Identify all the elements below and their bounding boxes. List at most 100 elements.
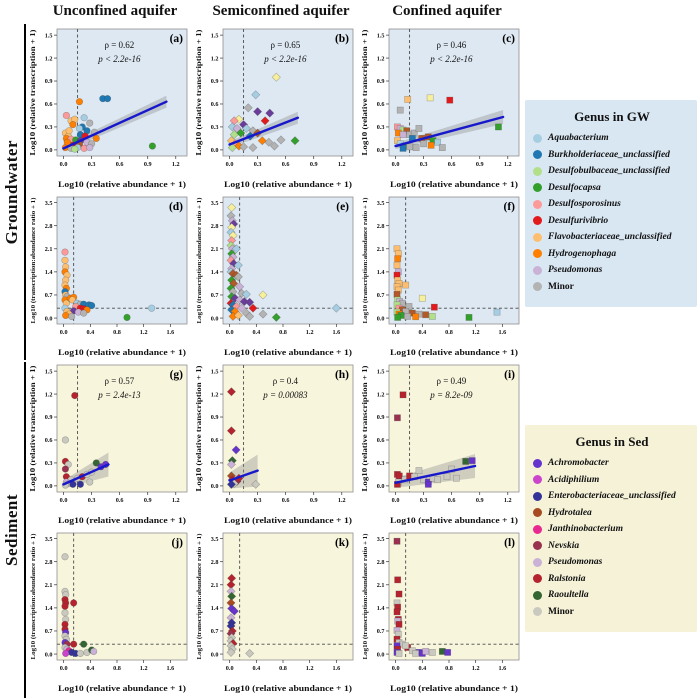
panel-cell-l: 0.0 0.4 0.8 1.2 1.6 0.0 0.7 1.4 2.1 2.8 3.5 Log10 (… [358,528,524,696]
x-tick-label: 0.4 [86,329,94,336]
panel-cell-e: 0.0 0.4 0.8 1.2 1.6 0.0 0.7 1.4 2.1 2.8 3.5 Log10 (… [192,192,358,360]
plot-background [56,532,188,661]
x-tick-label: 0.6 [116,161,124,168]
legend-item: Acidiphilium [533,472,691,489]
data-point [61,436,70,444]
data-point [237,303,247,313]
stat-pvalue: p < 2.2e-16 [263,54,307,64]
data-point [227,236,237,246]
x-tick-label: 0.3 [88,497,96,504]
regression-line [394,464,477,485]
x-axis-label: Log10 (relative abundance + 1) [58,683,186,693]
data-point [248,303,258,313]
legend-color-dot [533,133,542,143]
panel-letter: (e) [336,201,349,213]
legend-item-label: Pseudomonas [548,557,603,567]
y-tick-label: 3.5 [45,536,53,543]
panel-letter: (a) [170,33,184,45]
x-tick-label: 0.8 [279,665,287,672]
data-point [422,311,430,319]
legend-item-label: Desulfocapsa [548,182,601,193]
panel-b-chart: 0.0 0.3 0.6 0.9 1.2 0.0 0.3 0.6 0.9 1.2 1.5 Log10 (… [195,28,354,189]
x-tick-label: 0.6 [282,497,290,504]
x-axis-label: Log10 (relative abundance + 1) [390,347,518,357]
legend-item-label: Hydrogenophaga [548,248,617,259]
data-point [428,313,436,320]
y-tick-label: 0.0 [211,483,219,490]
data-point [418,294,426,302]
data-point [264,137,274,147]
legend-item: Achromobacter [533,455,691,472]
legend-item: Pseudomonas [533,554,691,571]
y-tick-label: 0.6 [377,437,385,444]
legend-item-label: Acidiphilium [548,474,600,485]
x-tick-label: 0.4 [86,665,94,672]
x-tick-label: 0.4 [252,665,260,672]
legend-item-label: Nevskia [548,540,580,551]
legend-item: Nevskia [533,538,691,555]
legend-item-label: Ralstonia [548,573,586,584]
y-tick-label: 2.1 [211,246,219,253]
data-point [438,144,446,151]
y-tick-label: 2.1 [377,246,385,253]
y-tick-label: 1.2 [377,391,385,398]
data-point [80,309,88,317]
x-tick-label: 1.6 [166,665,174,672]
data-point [269,141,279,151]
legend-item-label: Raoultella [548,590,589,600]
data-point [241,123,251,133]
y-tick-label: 1.2 [45,55,53,62]
legend-item-label: Janthinobacterium [548,524,623,534]
data-point [465,314,473,321]
y-tick-label: 3.5 [377,200,385,207]
panel-k-chart: 0.0 0.4 0.8 1.2 1.6 0.0 0.7 1.4 2.1 2.8 3.5 Log10 (… [196,532,354,693]
legend-item: Ralstonia [533,571,691,588]
data-point [241,289,251,299]
data-point [239,142,249,152]
legend-item: Desulfobulbaceae_unclassified [533,163,691,180]
x-tick-label: 0.0 [60,161,68,168]
y-tick-label: 0.9 [377,414,385,421]
legend-color-dot [533,524,542,534]
x-tick-label: 0.3 [88,161,96,168]
y-axis-label: Log10 (relative transcription + 1) [361,365,369,492]
y-tick-label: 3.5 [211,536,219,543]
column-header-semiconfined: Semiconfined aquifer [212,3,350,19]
panel-letter: (l) [504,537,515,549]
data-point [495,123,502,131]
data-point [406,143,413,151]
y-tick-label: 1.4 [377,605,385,612]
data-point [226,647,236,657]
data-point [235,282,245,292]
data-point [92,134,100,143]
panel-cell-d: 0.0 0.4 0.8 1.2 1.6 0.0 0.7 1.4 2.1 2.8 3.5 Log10 (… [26,192,192,360]
data-point [468,457,476,465]
data-point [415,125,423,132]
data-point [61,465,70,473]
panel-e-chart: 0.0 0.4 0.8 1.2 1.6 0.0 0.7 1.4 2.1 2.8 3.5 Log10 (… [196,196,354,357]
panel-letter: (j) [172,537,184,549]
x-tick-label: 0.9 [144,161,152,168]
y-tick-label: 0.3 [211,460,219,467]
data-point [271,72,281,82]
legend-item-label: Aquabacterium [548,133,609,143]
y-axis-label: Log10 (transcription:abundance ratio + 1… [30,534,37,660]
legend-color-dot [533,265,542,275]
data-point [92,459,100,467]
y-tick-label: 1.4 [45,269,53,276]
y-axis-label: Log10 (relative transcription + 1) [195,365,203,492]
x-tick-label: 0.4 [418,329,426,336]
data-point [404,95,412,103]
data-point [236,128,246,138]
y-tick-label: 1.2 [377,55,385,62]
y-tick-label: 1.5 [377,368,385,375]
x-tick-label: 1.2 [472,665,480,672]
data-point [69,121,77,129]
y-tick-label: 1.5 [45,32,53,39]
data-point [276,135,286,145]
x-tick-label: 1.6 [498,329,506,336]
y-tick-label: 0.3 [45,124,53,131]
legend-color-dot [533,166,542,176]
y-tick-label: 1.4 [211,605,219,612]
data-point [231,244,241,254]
